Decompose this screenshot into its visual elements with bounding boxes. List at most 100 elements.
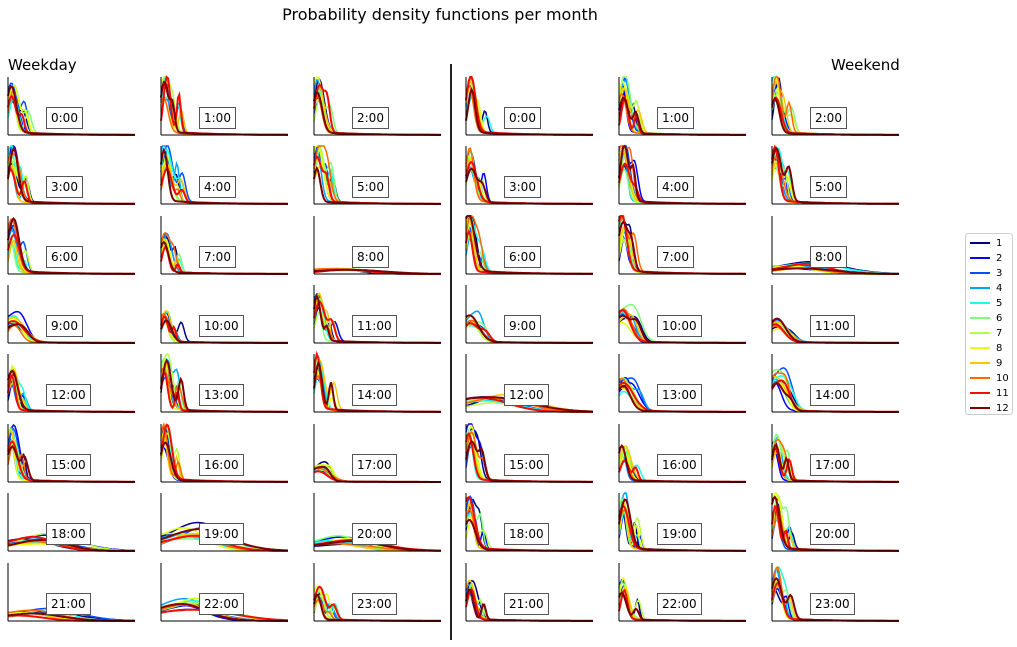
legend-label: 5 (996, 298, 1003, 309)
weekday-panel-800: 8:00 (313, 216, 442, 286)
legend-label: 3 (996, 268, 1003, 279)
hour-label: 7:00 (657, 246, 694, 268)
legend-swatch (970, 377, 990, 379)
hour-label: 11:00 (810, 315, 855, 337)
hour-label: 10:00 (657, 315, 702, 337)
hour-label: 2:00 (810, 107, 847, 129)
weekday-panel-600: 6:00 (7, 216, 136, 286)
density-plot (618, 215, 747, 275)
legend-entry-4: 4 (970, 281, 1002, 296)
hour-label: 22:00 (199, 593, 244, 615)
legend-label: 9 (996, 358, 1003, 369)
hour-label: 6:00 (46, 246, 83, 268)
legend-entry-6: 6 (970, 311, 1002, 326)
density-plot (7, 354, 135, 413)
hour-label: 6:00 (504, 246, 541, 268)
weekday-panel-1800: 18:00 (7, 493, 136, 563)
legend-entry-5: 5 (970, 296, 1002, 311)
legend-label: 10 (996, 373, 1009, 384)
legend-label: 7 (996, 328, 1003, 339)
density-plot (465, 563, 593, 622)
legend-label: 1 (996, 238, 1003, 249)
density-plot (771, 491, 900, 552)
hour-label: 8:00 (810, 246, 847, 268)
legend-label: 4 (996, 283, 1003, 294)
density-plot (160, 353, 288, 413)
hour-label: 10:00 (199, 315, 244, 337)
density-plot (465, 493, 594, 552)
weekday-panel-100: 1:00 (160, 75, 289, 147)
legend-entry-7: 7 (970, 326, 1002, 341)
weekend-panel-100: 1:00 (618, 76, 747, 147)
hour-label: 7:00 (199, 246, 236, 268)
legend-entry-3: 3 (970, 266, 1002, 281)
weekday-panel-1600: 16:00 (160, 422, 289, 494)
density-plot (618, 563, 746, 622)
density-plot (7, 423, 135, 483)
density-plot (465, 146, 594, 205)
hour-label: 2:00 (352, 107, 389, 129)
weekday-panel-1500: 15:00 (7, 423, 136, 494)
hour-label: 4:00 (657, 176, 694, 198)
density-plot (465, 214, 593, 275)
weekend-panel-1700: 17:00 (771, 424, 900, 494)
density-plot (7, 77, 135, 136)
weekend-panel-1900: 19:00 (618, 492, 747, 563)
density-plot (618, 144, 747, 205)
hour-label: 12:00 (504, 384, 549, 406)
weekend-panel-1300: 13:00 (618, 354, 747, 424)
density-plot (313, 216, 442, 275)
hour-label: 0:00 (504, 107, 541, 129)
hour-label: 1:00 (657, 107, 694, 129)
density-plot (7, 285, 135, 344)
density-plot (465, 285, 594, 344)
weekend-panel-1000: 10:00 (618, 285, 747, 355)
weekend-panel-700: 7:00 (618, 215, 747, 286)
group-divider (450, 64, 452, 640)
hour-label: 1:00 (199, 107, 236, 129)
legend-label: 2 (996, 253, 1003, 264)
hour-label: 15:00 (46, 454, 91, 476)
weekend-panel-2100: 21:00 (465, 563, 594, 633)
weekend-panel-1200: 12:00 (465, 354, 594, 424)
density-plot (771, 285, 899, 344)
density-plot (313, 563, 441, 622)
weekend-panel-600: 6:00 (465, 214, 594, 286)
weekend-panel-800: 8:00 (771, 216, 900, 286)
hour-label: 20:00 (810, 523, 855, 545)
density-plot (313, 285, 441, 344)
weekend-panel-300: 3:00 (465, 146, 594, 216)
weekend-panel-000: 0:00 (465, 76, 594, 147)
hour-label: 14:00 (810, 384, 855, 406)
hour-label: 18:00 (504, 523, 549, 545)
weekday-panel-2000: 20:00 (313, 493, 442, 563)
density-plot (465, 76, 594, 136)
weekend-panel-2300: 23:00 (771, 563, 900, 633)
density-plot (313, 76, 442, 136)
weekend-panel-2000: 20:00 (771, 491, 900, 563)
weekday-panel-000: 0:00 (7, 77, 136, 147)
density-plot (7, 216, 136, 275)
legend-entry-9: 9 (970, 356, 1002, 371)
weekday-panel-300: 3:00 (7, 145, 136, 216)
legend-swatch (970, 287, 990, 289)
weekend-panel-1600: 16:00 (618, 424, 747, 494)
hour-label: 13:00 (657, 384, 702, 406)
density-plot (618, 76, 747, 136)
hour-label: 5:00 (352, 176, 389, 198)
weekday-panel-700: 7:00 (160, 216, 289, 286)
density-plot (771, 424, 899, 483)
legend-swatch (970, 332, 990, 334)
legend-swatch (970, 302, 990, 304)
weekday-panel-1200: 12:00 (7, 354, 136, 424)
density-plot (160, 422, 289, 483)
weekend-panel-500: 5:00 (771, 144, 900, 216)
hour-label: 0:00 (46, 107, 83, 129)
legend-swatch (970, 407, 990, 409)
hour-label: 13:00 (199, 384, 244, 406)
hour-label: 17:00 (352, 454, 397, 476)
legend-label: 8 (996, 343, 1003, 354)
weekend-panel-1800: 18:00 (465, 493, 594, 563)
hour-label: 16:00 (199, 454, 244, 476)
legend-entry-1: 1 (970, 236, 1002, 251)
